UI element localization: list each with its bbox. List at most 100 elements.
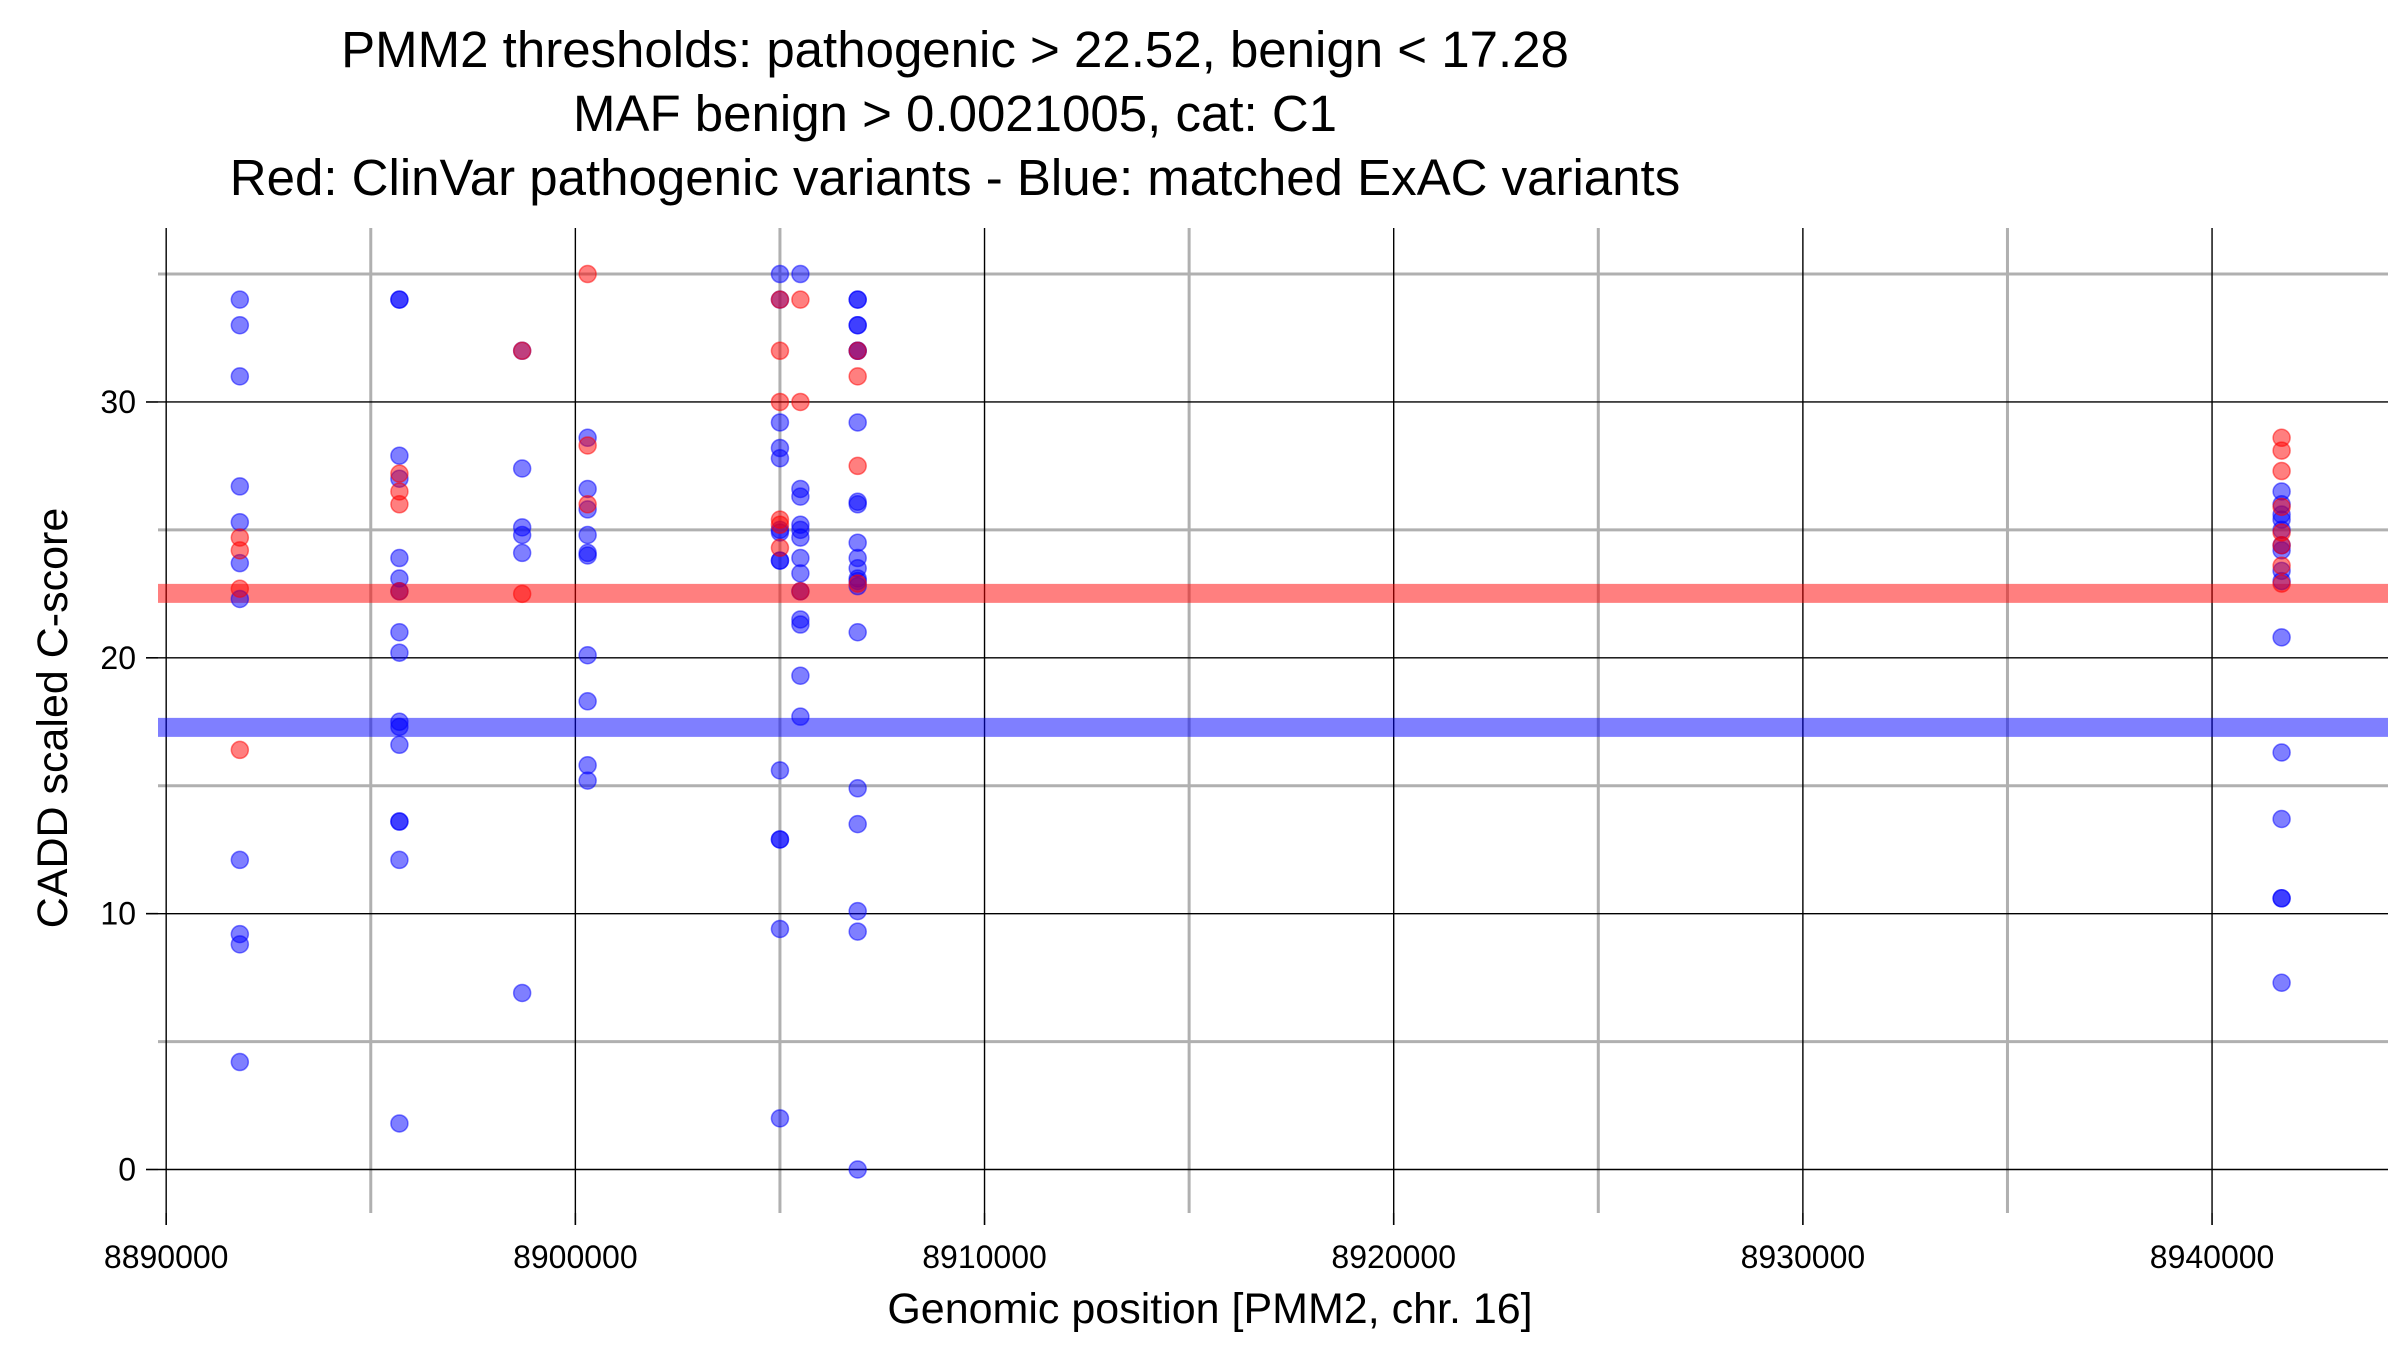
threshold-lines — [158, 583, 2388, 737]
exac-variant-point — [230, 850, 250, 870]
exac-variant-point — [848, 622, 867, 642]
clinvar-pathogenic-point — [770, 392, 790, 412]
exac-variant-point — [230, 315, 250, 335]
exac-variant-point — [578, 546, 597, 565]
exac-variant-point — [848, 315, 867, 335]
exac-variant-point — [791, 528, 810, 547]
exac-variant-point — [230, 1052, 250, 1072]
x-tick-label: 8910000 — [922, 1239, 1047, 1275]
clinvar-pathogenic-point — [2272, 497, 2291, 517]
clinvar-pathogenic-point — [578, 436, 597, 455]
exac-variant-point — [390, 735, 409, 755]
y-tick-label: 10 — [100, 896, 136, 932]
clinvar-pathogenic-point — [770, 341, 790, 361]
exac-variant-point — [390, 290, 409, 309]
exac-variant-point — [230, 477, 250, 496]
clinvar-pathogenic-point — [770, 538, 790, 558]
exac-variant-point — [578, 479, 597, 499]
exac-variant-point — [390, 446, 409, 465]
exac-variant-point — [230, 512, 250, 532]
clinvar-pathogenic-point — [2272, 574, 2291, 593]
x-tick-label: 8930000 — [1741, 1239, 1866, 1275]
exac-variant-point — [2272, 628, 2291, 647]
y-axis-label: CADD scaled C-score — [29, 508, 77, 929]
clinvar-pathogenic-point — [791, 392, 810, 412]
exac-variant-point — [791, 666, 810, 685]
exac-variant-point — [512, 983, 532, 1003]
clinvar-pathogenic-point — [2272, 441, 2291, 460]
x-tick-label: 8890000 — [104, 1239, 229, 1275]
clinvar-pathogenic-point — [578, 495, 597, 514]
chart-title-line-2: MAF benign > 0.0021005, cat: C1 — [572, 85, 1338, 142]
exac-variant-point — [791, 615, 810, 634]
exac-variant-point — [770, 761, 790, 780]
exac-variant-point — [770, 264, 790, 284]
exac-variant-point — [230, 367, 250, 386]
exac-variant-point — [848, 779, 867, 798]
clinvar-pathogenic-point — [578, 264, 597, 284]
chart-title-line-3: Red: ClinVar pathogenic variants - Blue:… — [229, 149, 1681, 206]
exac-variant-point — [512, 525, 532, 545]
clinvar-pathogenic-point — [791, 582, 810, 601]
clinvar-pathogenic-point — [2272, 461, 2291, 481]
exac-variant-point — [791, 548, 810, 568]
exac-variant-point — [390, 1114, 409, 1133]
exac-variant-point — [770, 830, 790, 849]
clinvar-pathogenic-point — [2272, 535, 2291, 555]
exac-variant-point — [770, 449, 790, 468]
exac-variant-point — [578, 646, 597, 665]
clinvar-pathogenic-point — [848, 456, 867, 476]
clinvar-pathogenic-point — [390, 582, 409, 601]
clinvar-pathogenic-point — [770, 290, 790, 309]
exac-variant-point — [2272, 743, 2291, 762]
chart-title-line-1: PMM2 thresholds: pathogenic > 22.52, ben… — [341, 21, 1569, 78]
clinvar-pathogenic-point — [770, 515, 790, 535]
clinvar-pathogenic-point — [2272, 556, 2291, 575]
axes: 8890000 8900000 8910000 8920000 8930000 89400… — [100, 384, 2274, 1275]
y-tick-label: 20 — [100, 640, 136, 676]
data-points — [230, 264, 2291, 1179]
exac-variant-point — [578, 692, 597, 711]
exac-variant-point — [791, 264, 810, 284]
exac-variant-point — [578, 756, 597, 775]
exac-variant-point — [512, 459, 532, 478]
y-tick-label: 30 — [100, 384, 136, 420]
clinvar-pathogenic-point — [230, 541, 250, 560]
exac-variant-point — [230, 290, 250, 309]
exac-variant-point — [848, 1160, 867, 1179]
exac-variant-point — [578, 771, 597, 790]
exac-variant-point — [2272, 973, 2291, 992]
exac-variant-point — [848, 533, 867, 552]
exac-variant-point — [770, 1109, 790, 1128]
exac-variant-point — [2272, 889, 2291, 908]
exac-variant-point — [791, 564, 810, 583]
y-tick-label: 0 — [118, 1152, 136, 1188]
x-tick-label: 8920000 — [1331, 1239, 1456, 1275]
clinvar-pathogenic-point — [848, 574, 867, 593]
exac-variant-point — [848, 290, 867, 309]
clinvar-pathogenic-point — [390, 464, 409, 483]
exac-variant-point — [390, 717, 409, 737]
exac-variant-point — [848, 901, 867, 921]
exac-variant-point — [230, 935, 250, 954]
exac-variant-point — [791, 487, 810, 506]
exac-variant-point — [770, 919, 790, 939]
exac-variant-point — [390, 850, 409, 870]
clinvar-pathogenic-point — [230, 740, 250, 760]
clinvar-pathogenic-point — [512, 341, 532, 361]
exac-variant-point — [512, 543, 532, 563]
x-tick-label: 8940000 — [2150, 1239, 2275, 1275]
clinvar-pathogenic-point — [512, 584, 532, 604]
exac-variant-point — [848, 413, 867, 432]
exac-variant-point — [390, 643, 409, 662]
clinvar-pathogenic-point — [390, 495, 409, 514]
exac-variant-point — [770, 413, 790, 432]
x-axis-label: Genomic position [PMM2, chr. 16] — [887, 1285, 1532, 1333]
clinvar-pathogenic-point — [848, 341, 867, 361]
exac-variant-point — [848, 814, 867, 834]
exac-variant-point — [390, 548, 409, 568]
clinvar-pathogenic-point — [791, 290, 810, 309]
clinvar-pathogenic-point — [848, 367, 867, 386]
